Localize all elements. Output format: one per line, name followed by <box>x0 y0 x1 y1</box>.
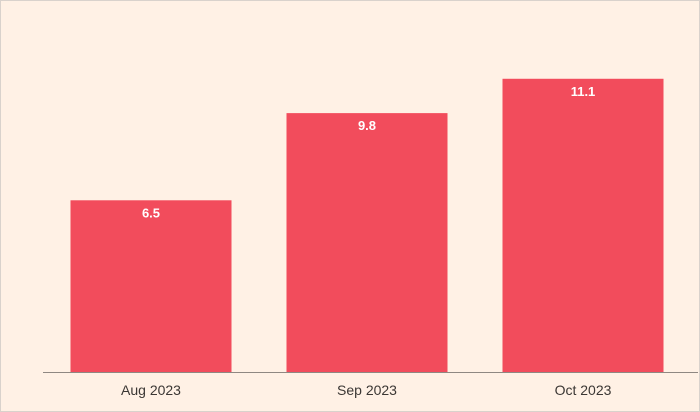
x-axis-ticks-layer: Aug 2023 Sep 2023 Oct 2023 <box>121 382 612 398</box>
bars-layer <box>70 78 664 373</box>
bar-2 <box>502 78 664 373</box>
data-labels-layer: 6.5 9.8 11.1 <box>142 84 595 221</box>
bar-0 <box>70 200 232 372</box>
data-label-2: 11.1 <box>571 84 596 99</box>
x-tick-label-0: Aug 2023 <box>121 382 181 398</box>
data-label-1: 9.8 <box>358 118 376 133</box>
data-label-0: 6.5 <box>142 205 160 220</box>
bar-1 <box>286 113 448 372</box>
x-tick-label-2: Oct 2023 <box>555 382 612 398</box>
x-tick-label-1: Sep 2023 <box>337 382 397 398</box>
